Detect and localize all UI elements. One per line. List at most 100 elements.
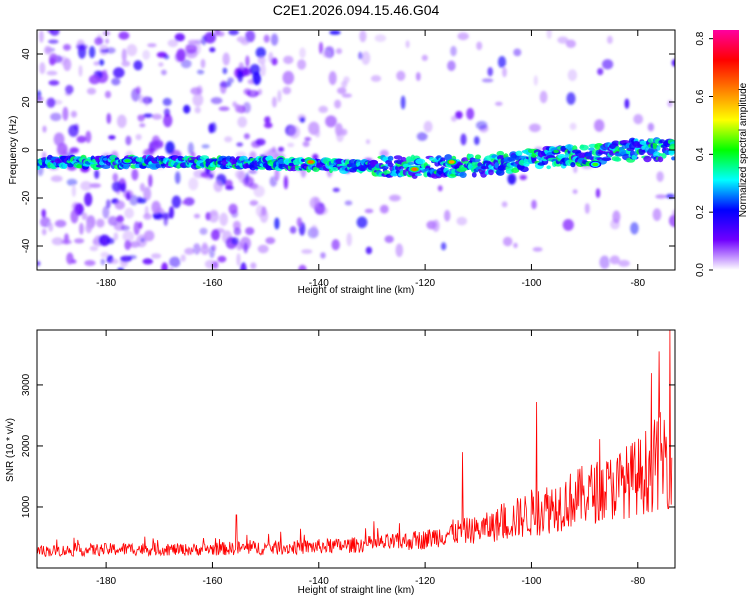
spectrogram-cell bbox=[513, 242, 518, 249]
y-tick-label: 40 bbox=[21, 48, 32, 60]
spectrogram-cell bbox=[488, 169, 494, 176]
spectrogram-hotspot bbox=[124, 159, 131, 163]
spectrogram-cell bbox=[104, 90, 112, 99]
spectrogram-cell bbox=[124, 207, 134, 219]
spectrogram-cell bbox=[174, 171, 181, 184]
spectrogram-cell bbox=[335, 48, 343, 55]
spectrogram-cell bbox=[124, 240, 131, 251]
colorbar-tick-label: 0.0 bbox=[695, 263, 706, 277]
spectrogram-cell bbox=[334, 99, 342, 109]
spectrogram-cell bbox=[257, 88, 262, 96]
spectrogram-cell bbox=[421, 54, 428, 62]
spectrogram-cell bbox=[222, 67, 228, 75]
spectrogram-cell bbox=[70, 209, 79, 224]
spectrogram-cell bbox=[384, 235, 394, 243]
spectrogram-cell bbox=[148, 174, 153, 188]
spectrogram-cell bbox=[100, 251, 110, 258]
spectrogram-cell bbox=[451, 115, 457, 122]
spectrogram-cell bbox=[310, 224, 318, 238]
snr-background bbox=[37, 330, 675, 568]
spectrogram-cell bbox=[50, 112, 62, 122]
x-tick-label: -180 bbox=[96, 576, 116, 587]
spectrogram-cell bbox=[379, 204, 389, 214]
spectrogram-cell bbox=[71, 185, 76, 198]
spectrogram-cell bbox=[135, 86, 141, 95]
spectrogram-cell bbox=[147, 43, 157, 48]
spectrogram-cell bbox=[163, 54, 170, 60]
spectrogram-cell bbox=[116, 215, 124, 223]
spectrogram-cell bbox=[656, 171, 664, 183]
spectrogram-cell bbox=[237, 116, 248, 128]
spectrogram-cell bbox=[299, 117, 306, 123]
spectrogram-cell bbox=[361, 51, 371, 65]
spectrogram-cell bbox=[102, 69, 108, 75]
spectrogram-cell bbox=[529, 123, 541, 133]
spectrogram-cell bbox=[78, 65, 83, 77]
spectrogram-cell bbox=[573, 165, 578, 174]
spectrogram-cell bbox=[652, 208, 662, 222]
x-tick-label: -80 bbox=[631, 576, 646, 587]
spectrogram-cell bbox=[513, 48, 522, 57]
spectrogram-hotspot bbox=[592, 162, 599, 167]
spectrogram-cell bbox=[271, 57, 278, 66]
spectrogram-cell bbox=[50, 175, 63, 182]
spectrogram-cell bbox=[415, 72, 421, 81]
y-tick-label: -20 bbox=[21, 190, 32, 205]
spectrogram-cell bbox=[657, 156, 664, 163]
spectrogram-panel: -180 -160 -140 -120 -100 -80 -40 -20 0 20 40 Heig… bbox=[8, 29, 676, 296]
spectrogram-cell bbox=[113, 232, 119, 241]
spectrogram-cell bbox=[450, 45, 457, 57]
spectrogram-cell bbox=[85, 130, 92, 143]
spectrogram-cell bbox=[152, 113, 162, 120]
spectrogram-cell bbox=[122, 230, 135, 242]
spectrogram-cell bbox=[111, 181, 122, 193]
spectrogram-cell bbox=[143, 186, 152, 201]
spectrogram-cell bbox=[647, 122, 655, 132]
spectrogram-cell bbox=[85, 222, 92, 234]
spectrogram-cell bbox=[282, 70, 295, 85]
spectrogram-cell bbox=[630, 222, 639, 235]
spectrogram-cell bbox=[39, 62, 46, 75]
spectrogram-cell bbox=[245, 55, 250, 67]
spectrogram-cell bbox=[116, 114, 127, 128]
spectrogram-cell bbox=[111, 77, 121, 86]
colorbar-tick-label: 0.8 bbox=[695, 31, 706, 45]
spectrogram-cell bbox=[459, 171, 467, 178]
spectrogram-cell bbox=[287, 142, 295, 148]
spectrogram-cell bbox=[192, 243, 201, 255]
spectrogram-cell bbox=[219, 212, 228, 226]
spectrogram-cell bbox=[437, 185, 443, 192]
spectrogram-cell bbox=[288, 125, 301, 139]
spectrogram-cell bbox=[163, 113, 173, 128]
spectrogram-cell bbox=[668, 143, 675, 151]
spectrogram-cell bbox=[457, 32, 469, 41]
figure-title: C2E1.2026.094.15.46.G04 bbox=[273, 2, 440, 18]
spectrogram-cell bbox=[151, 139, 160, 152]
spectrogram-cell bbox=[496, 169, 505, 176]
spectrogram-cell bbox=[42, 125, 47, 133]
spectrogram-cell bbox=[169, 256, 181, 268]
snr-ylabel: SNR (10 * v/v) bbox=[5, 418, 16, 482]
spectrogram-cell bbox=[240, 262, 247, 270]
spectrogram-cell bbox=[41, 209, 46, 218]
spectrogram-cell bbox=[125, 135, 132, 146]
spectrogram-cell bbox=[76, 135, 87, 143]
spectrogram-cell bbox=[325, 115, 337, 128]
spectrogram-cell bbox=[228, 203, 238, 215]
spectrogram-cell bbox=[277, 146, 285, 152]
spectrogram-cell bbox=[235, 104, 241, 113]
spectrogram-cell bbox=[652, 142, 657, 150]
spectrogram-cell bbox=[672, 209, 675, 217]
spectrogram-cell bbox=[162, 97, 172, 106]
spectrogram-cell bbox=[100, 258, 106, 266]
spectrogram-cell bbox=[396, 70, 406, 81]
spectrogram-cell bbox=[359, 30, 367, 43]
spectrogram-cell bbox=[476, 121, 488, 130]
spectrogram-cell bbox=[117, 267, 125, 270]
spectrogram-cell bbox=[539, 90, 548, 104]
spectrogram-cell bbox=[566, 92, 576, 105]
spectrogram-cell bbox=[557, 36, 569, 44]
spectrogram-cell bbox=[129, 194, 139, 206]
spectrogram-cell bbox=[190, 87, 202, 95]
